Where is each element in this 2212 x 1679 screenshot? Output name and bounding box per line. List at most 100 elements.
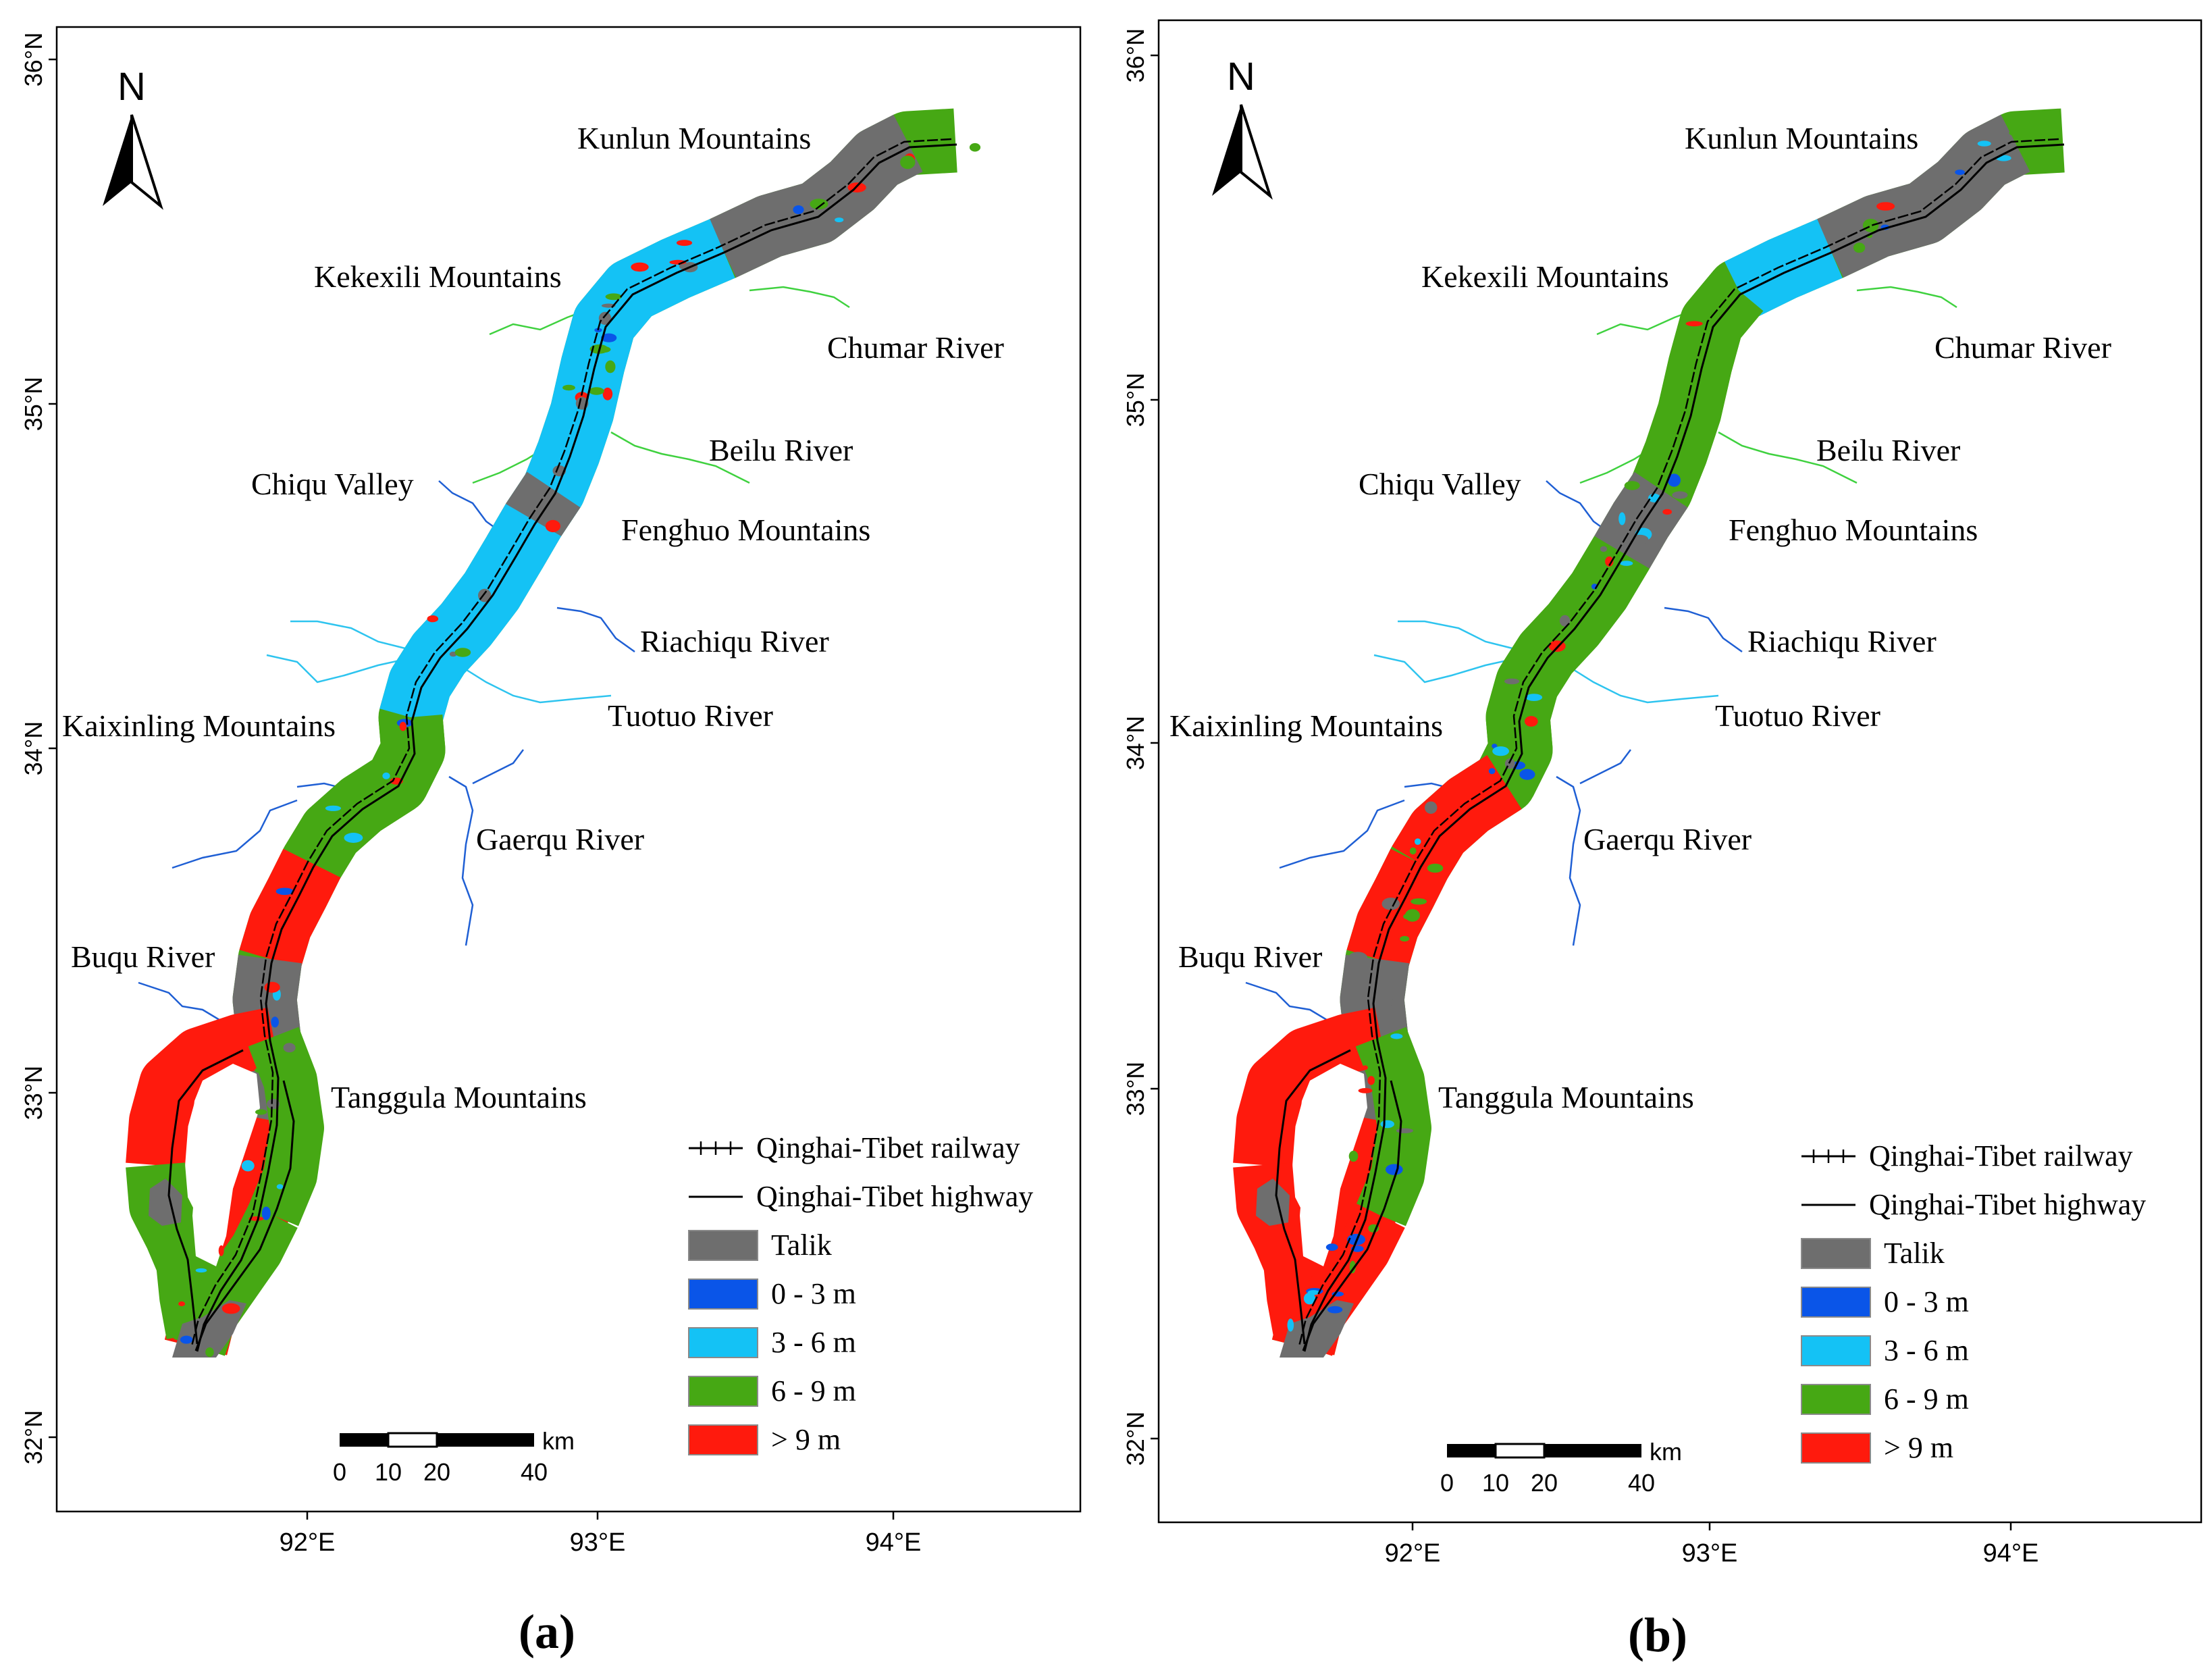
depth-patch (1519, 769, 1535, 780)
depth-patch (1348, 952, 1368, 964)
map-content: Kunlun Mountains Kekexili Mountains Chumar… (62, 108, 1004, 1358)
highway-line-west (167, 1049, 244, 1345)
depth-patch (248, 1216, 264, 1221)
place-label-beilu: Beilu River (1816, 433, 1960, 467)
scale-label: 10 (1482, 1469, 1509, 1497)
place-label-kaixinling: Kaixinling Mountains (1169, 708, 1443, 743)
legend-swatch-talik (688, 1230, 758, 1261)
depth-patch (438, 604, 455, 615)
legend-swatch-talik (1801, 1238, 1871, 1269)
lat-label: 34°N (20, 721, 47, 775)
place-label-chumar: Chumar River (827, 330, 1004, 365)
place-label-buqu: Buqu River (1178, 939, 1322, 974)
depth-patch (1327, 1306, 1343, 1314)
depth-patch (1672, 491, 1688, 499)
depth-patch (218, 1245, 224, 1256)
depth-patch (589, 387, 604, 395)
depth-patch (276, 1184, 284, 1189)
scale-label: 20 (1531, 1469, 1558, 1497)
lat-label: 33°N (20, 1066, 47, 1120)
depth-patch (1403, 913, 1414, 920)
river-line (448, 775, 474, 946)
depth-patch (1862, 218, 1879, 232)
depth-zone-d3_6 (379, 504, 562, 726)
depth-patch (255, 1067, 267, 1073)
depth-zone-west-loop (1233, 1007, 1387, 1168)
depth-patch (1662, 509, 1673, 515)
place-label-buqu: Buqu River (71, 939, 215, 974)
legend-swatch-d0_3 (688, 1278, 758, 1310)
lat-label: 35°N (20, 377, 47, 431)
legend-swatch-d3_6 (688, 1327, 758, 1358)
depth-patch (325, 805, 341, 811)
lon-label: 94°E (866, 1528, 922, 1557)
depth-patch (288, 1085, 303, 1098)
depth-patch (1362, 1065, 1368, 1070)
legend-swatch-d6_9 (688, 1376, 758, 1407)
river-line (749, 286, 850, 309)
depth-patch (835, 217, 844, 223)
scale-bar-segment (340, 1433, 388, 1447)
depth-patch (1425, 801, 1438, 815)
place-label-kunlun: Kunlun Mountains (1685, 121, 1918, 155)
panel-caption: (b) (1628, 1608, 1687, 1662)
river-line (1546, 480, 1611, 535)
depth-patch (2038, 133, 2055, 147)
river-line (472, 749, 524, 785)
depth-patch (1492, 746, 1509, 756)
depth-zone-east-loop (248, 1027, 324, 1226)
place-label-gaerqu: Gaerqu River (476, 822, 644, 856)
depth-patch (598, 311, 612, 325)
scale-unit: km (542, 1427, 575, 1455)
depth-patch (1605, 556, 1614, 567)
depth-patch (1618, 512, 1626, 525)
depth-patch (900, 155, 916, 170)
depth-patch (1409, 847, 1417, 855)
depth-patch (631, 262, 649, 272)
depth-patch (1396, 1128, 1413, 1133)
legend-label-gt9: > 9 m (1884, 1431, 1953, 1464)
depth-patch (1287, 1318, 1294, 1332)
scale-label: 0 (1440, 1469, 1454, 1497)
place-label-kekexili: Kekexili Mountains (1421, 259, 1669, 294)
depth-patch (1307, 1290, 1320, 1295)
north-arrow-icon (130, 114, 163, 210)
legend-swatch-d3_6 (1801, 1335, 1871, 1366)
depth-zone-east-loop (1355, 1027, 1431, 1226)
place-label-riachiqu: Riachiqu River (1747, 624, 1937, 658)
place-label-tuotuo: Tuotuo River (1715, 698, 1880, 733)
scale-bar-segment (387, 1432, 438, 1448)
depth-patch (283, 1043, 296, 1053)
scale-bar-segment (1447, 1444, 1496, 1457)
depth-patch (1325, 1243, 1338, 1251)
legend-label-highway: Qinghai-Tibet highway (1869, 1188, 2146, 1221)
depth-patch (1977, 140, 1991, 147)
legend-swatch-gt9 (688, 1424, 758, 1455)
depth-patch (1876, 202, 1895, 211)
place-label-kekexili: Kekexili Mountains (314, 259, 562, 294)
scale-label: 20 (423, 1458, 450, 1486)
depth-zone-talik (708, 114, 923, 278)
depth-patch (793, 205, 804, 214)
depth-patch (267, 1042, 284, 1048)
lat-label: 32°N (1122, 1412, 1149, 1466)
railway-line-east (194, 1080, 295, 1351)
depth-zone-west-loop (126, 1007, 280, 1168)
north-arrow-icon (1240, 104, 1273, 200)
north-label: N (117, 65, 146, 109)
depth-patch (427, 615, 439, 623)
depth-patch (261, 1206, 271, 1220)
depth-patch (280, 960, 289, 975)
place-label-tuotuo: Tuotuo River (608, 698, 773, 733)
river-line (458, 664, 612, 704)
depth-patch (409, 719, 427, 730)
depth-patch (195, 1268, 207, 1273)
scale-label: 40 (521, 1458, 548, 1486)
depth-zone-gt9 (239, 848, 341, 968)
legend-label-talik: Talik (1884, 1237, 1945, 1270)
legend-label-d0_3: 0 - 3 m (771, 1277, 856, 1310)
depth-patch (205, 1347, 214, 1358)
depth-patch (221, 1303, 240, 1314)
map-content: Kunlun Mountains Kekexili Mountains Chumar… (1169, 108, 2111, 1358)
